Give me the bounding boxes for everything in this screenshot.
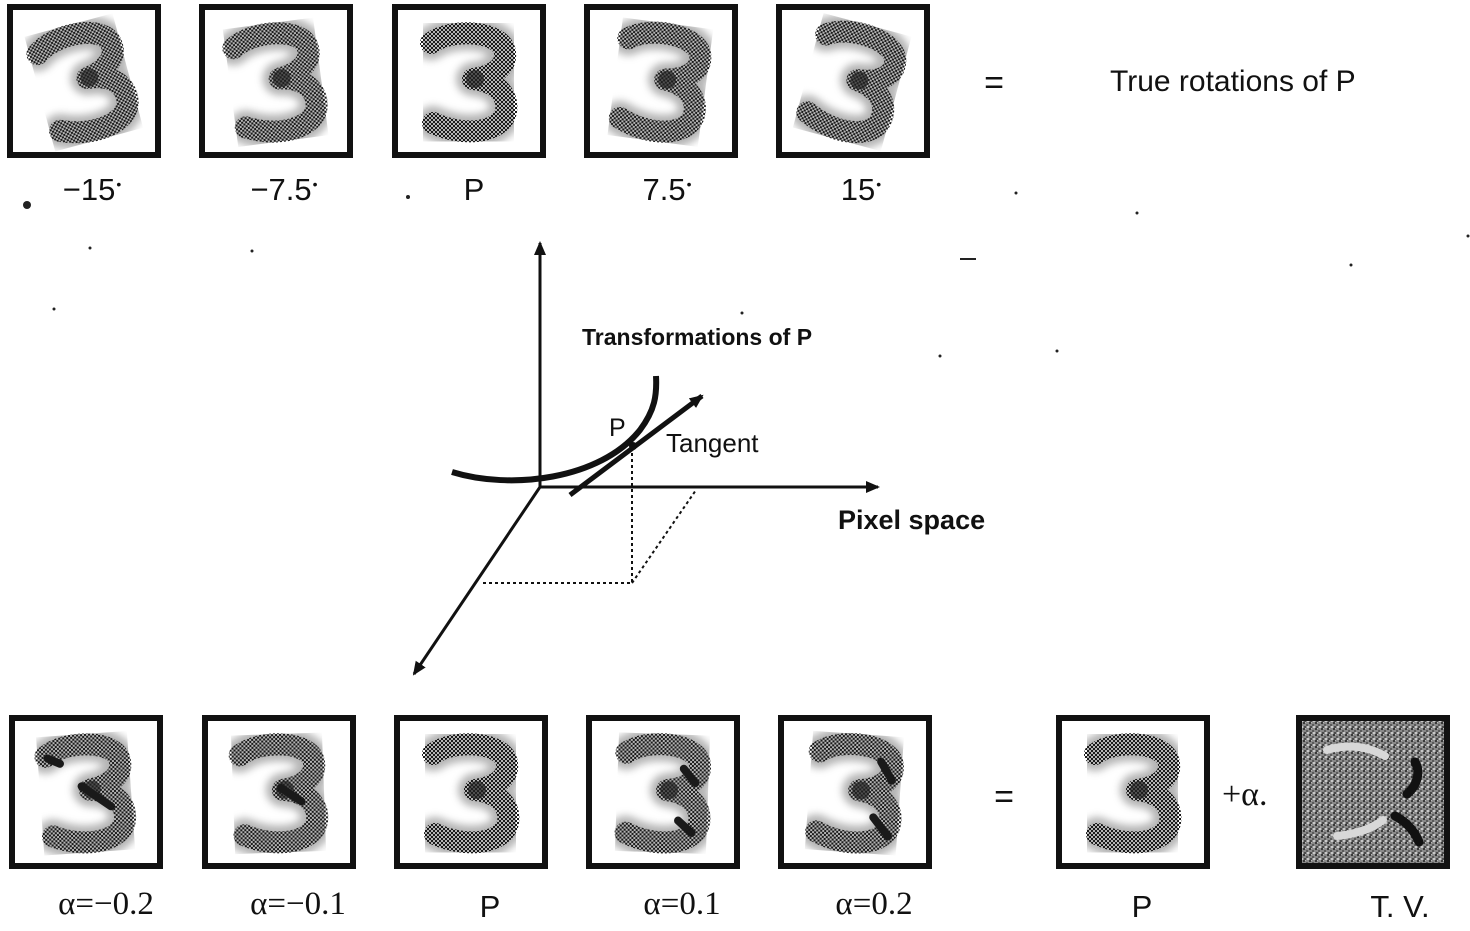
tile-frame xyxy=(776,4,930,158)
bottom-digit-tile xyxy=(9,715,163,869)
tangent-vector-light-stroke xyxy=(1323,742,1389,840)
pixel-space-diagram xyxy=(412,241,880,676)
tile-frame xyxy=(394,715,548,869)
tangent-edge-stroke xyxy=(43,754,116,811)
digit-center-dark xyxy=(658,70,677,89)
tile-frame xyxy=(202,715,356,869)
tile-frame xyxy=(392,4,546,158)
tile-frame xyxy=(778,715,932,869)
tangent-edge-stroke xyxy=(869,757,896,841)
top-digit-tile xyxy=(584,4,738,158)
digit-center-dark xyxy=(850,71,869,90)
top-rotation-tiles xyxy=(7,4,930,158)
bottom-label-alpha-0-1: α=0.1 xyxy=(643,886,721,922)
tile-background xyxy=(1299,718,1447,866)
tangent-edge-stroke xyxy=(674,764,700,838)
depth-axis xyxy=(412,486,542,676)
point-p-dot xyxy=(629,442,637,450)
digit-center-dark xyxy=(1130,781,1148,799)
degree-mark: • xyxy=(686,175,692,192)
tangent-edge-stroke xyxy=(276,783,306,806)
degree-mark: • xyxy=(116,175,122,192)
tangent-vector-label: T. V. xyxy=(1370,889,1430,924)
scan-specks xyxy=(23,191,1470,358)
transformation-curve xyxy=(451,375,660,484)
tile-frame xyxy=(199,4,353,158)
point-p-label: P xyxy=(609,414,626,442)
tangent-vector-dark-stroke xyxy=(1390,757,1424,847)
top-label-minus-7-5: −7.5• xyxy=(250,174,317,205)
digit-center-dark xyxy=(466,70,484,88)
projection-diagonal xyxy=(631,489,697,584)
transformations-label: Transformations of P xyxy=(582,324,813,350)
tile-frame xyxy=(586,715,740,869)
bottom-equals-sign: = xyxy=(994,778,1014,816)
top-label-p: P xyxy=(463,172,485,207)
top-label-text: −7.5 xyxy=(250,172,312,207)
bottom-label-alpha-0-2: α=0.2 xyxy=(835,886,913,922)
true-rotations-caption: True rotations of P xyxy=(1110,65,1356,98)
pixel-space-label: Pixel space xyxy=(838,505,986,535)
top-label-text: 7.5 xyxy=(642,172,686,207)
tile-frame xyxy=(584,4,738,158)
top-label-text: −15 xyxy=(62,172,116,207)
result-p-label: P xyxy=(1131,889,1153,924)
top-equals-sign: = xyxy=(984,64,1004,102)
tangent-vector-tile xyxy=(1296,715,1450,869)
tile-frame xyxy=(7,4,161,158)
bottom-label-p: P xyxy=(479,889,501,924)
tangent-label: Tangent xyxy=(666,428,759,458)
top-digit-tile xyxy=(392,4,546,158)
digit-center-dark xyxy=(852,781,871,800)
result-p-tile xyxy=(1056,715,1210,869)
digit-center-dark xyxy=(272,69,291,88)
top-digit-tile xyxy=(776,4,930,158)
top-digit-tile xyxy=(199,4,353,158)
digit-center-dark xyxy=(468,781,486,799)
bottom-label-alpha-minus-0-2: α=−0.2 xyxy=(58,886,154,922)
digit-center-dark xyxy=(80,68,99,87)
degree-mark: • xyxy=(876,175,882,192)
top-label-7-5: 7.5• xyxy=(642,174,691,205)
bottom-digit-tile xyxy=(202,715,356,869)
bottom-tangent-tiles xyxy=(9,715,1450,869)
bottom-label-alpha-minus-0-1: α=−0.1 xyxy=(250,886,346,922)
top-label-minus-15: −15• xyxy=(63,174,122,205)
top-digit-tile xyxy=(7,4,161,158)
bottom-digit-tile xyxy=(394,715,548,869)
degree-mark: • xyxy=(312,175,318,192)
bottom-digit-tile xyxy=(586,715,740,869)
top-label-text: 15 xyxy=(840,172,876,207)
bottom-digit-tile xyxy=(778,715,932,869)
top-label-15: 15• xyxy=(841,174,881,205)
tile-frame xyxy=(9,715,163,869)
digit-center-dark xyxy=(660,781,679,800)
plus-alpha-operator: +α. xyxy=(1222,776,1268,813)
tile-frame xyxy=(1056,715,1210,869)
tile-frame xyxy=(1296,715,1450,869)
